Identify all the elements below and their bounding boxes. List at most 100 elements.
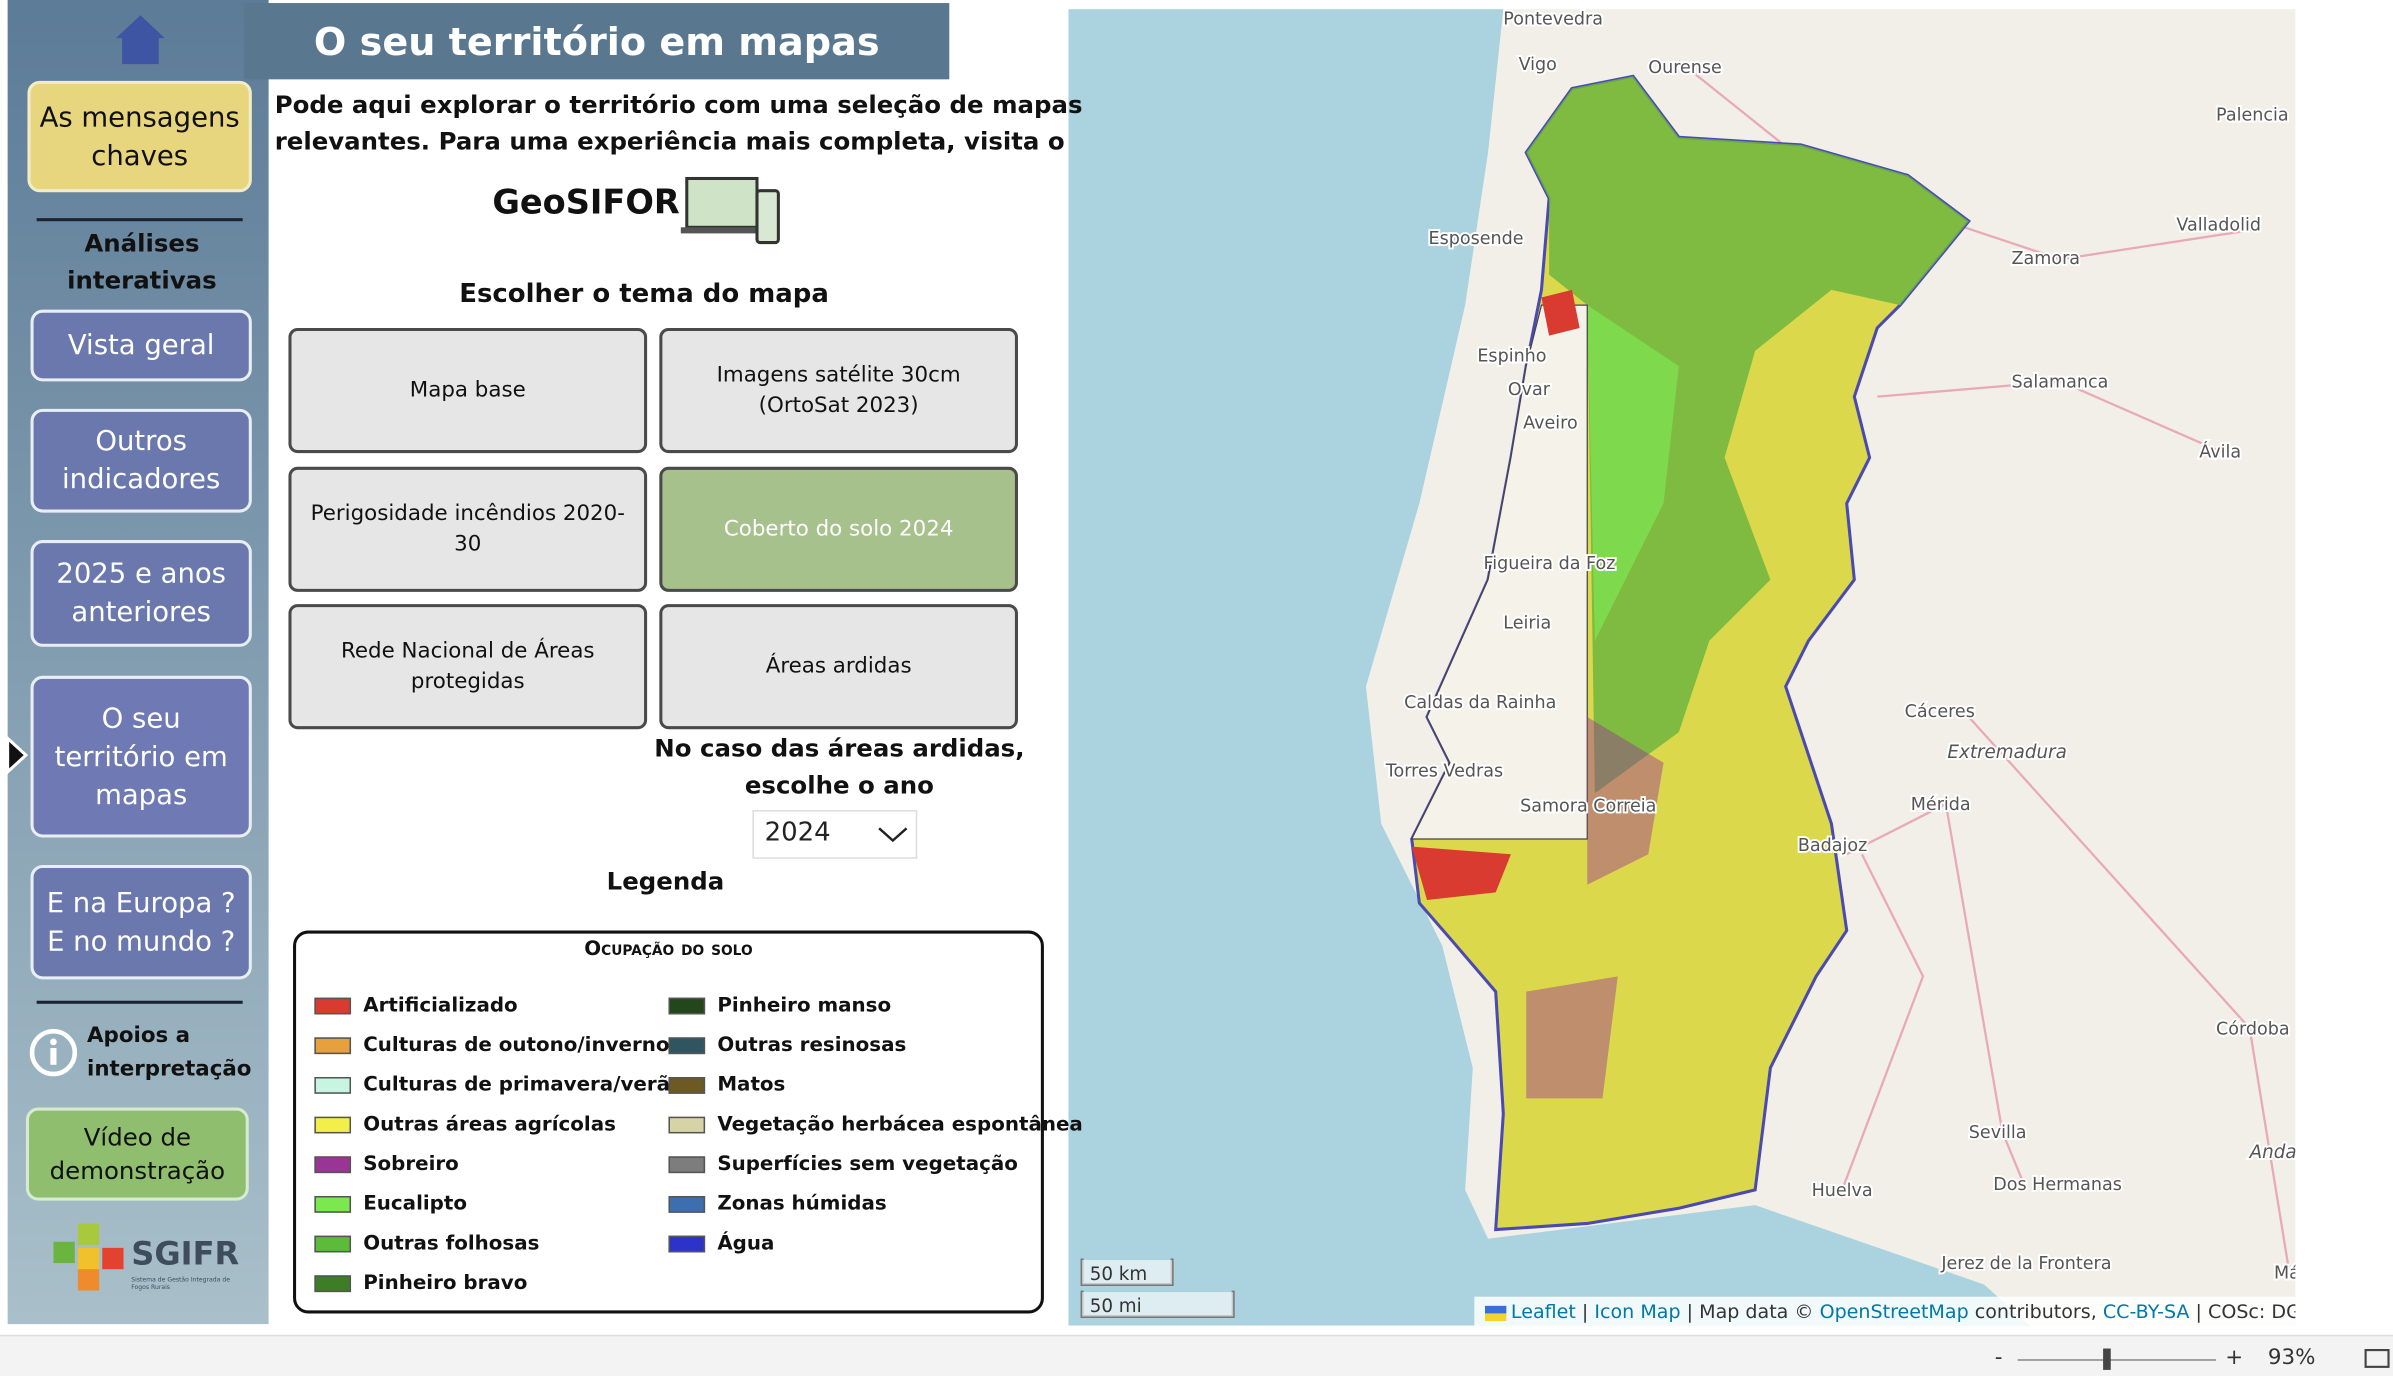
theme-button[interactable]: Rede Nacional de Áreas protegidas <box>288 604 648 730</box>
map-label: Extremadura <box>1947 742 2066 763</box>
legend-swatch <box>668 1036 706 1054</box>
attribution-link[interactable]: CC-BY-SA <box>2103 1301 2190 1323</box>
nav-button[interactable]: E na Europa ? E no mundo ? <box>30 864 252 980</box>
theme-button[interactable]: Mapa base <box>288 327 648 454</box>
legend-item: Outras resinosas <box>668 1033 906 1057</box>
help-label[interactable]: Apoios a interpretação <box>86 1023 252 1082</box>
legend-swatch <box>668 1234 706 1252</box>
map-label: Esposende <box>1429 229 1524 249</box>
attribution-text: | Map data © <box>1687 1301 1814 1323</box>
device-icon <box>680 176 780 245</box>
fit-icon[interactable] <box>2364 1347 2391 1371</box>
map-label: Andalucía <box>2249 1142 2296 1163</box>
legend-swatch <box>314 1274 352 1292</box>
map-label: Mérida <box>1911 795 1971 815</box>
header-bar <box>244 3 950 80</box>
legend-swatch <box>668 1115 706 1133</box>
map-label: Salamanca <box>2012 372 2109 392</box>
nav-button[interactable]: Vista geral <box>30 309 252 382</box>
nav-button[interactable]: Vídeo de demonstração <box>25 1107 249 1201</box>
legend-item: Outras folhosas <box>314 1231 539 1255</box>
map-label: Leiria <box>1503 614 1551 634</box>
year-value[interactable]: 2024 <box>764 817 831 849</box>
logo-mark <box>53 1223 124 1291</box>
section-label: Análises interativas <box>67 228 217 295</box>
legend-item: Sobreiro <box>314 1152 459 1176</box>
road <box>1846 802 2025 1185</box>
map-label: Vigo <box>1519 55 1557 75</box>
intro-text: relevantes. Para uma experiência mais co… <box>274 126 1065 156</box>
zoom-thumb[interactable] <box>2103 1348 2111 1370</box>
sea <box>1068 9 2030 1326</box>
road <box>1841 853 1925 1191</box>
divider <box>36 218 243 222</box>
nav-button[interactable]: Outros indicadores <box>30 408 252 513</box>
legend-label: Culturas de primavera/verão <box>363 1073 684 1097</box>
map-label: Jerez de la Frontera <box>1940 1254 2111 1274</box>
legend-label: Matos <box>717 1073 786 1097</box>
map-label: Cáceres <box>1905 702 1975 722</box>
map-label: Caldas da Rainha <box>1404 693 1556 713</box>
dropdown-chevron[interactable] <box>876 824 910 845</box>
zoom-track <box>2017 1359 2217 1361</box>
legend-label: Pinheiro bravo <box>363 1271 528 1295</box>
home-icon[interactable] <box>113 12 168 67</box>
map-label: Badajoz <box>1798 836 1867 856</box>
legend-title: Ocupação do solo <box>584 938 753 962</box>
nav-button[interactable]: 2025 e anos anteriores <box>30 540 252 647</box>
nav-button[interactable]: O seu território em mapas <box>30 675 252 838</box>
attribution-link[interactable]: OpenStreetMap <box>1820 1301 1969 1323</box>
attribution-text: contributors, <box>1975 1301 2097 1323</box>
scale-bg <box>1082 1292 1234 1317</box>
cork-oak-area <box>1526 716 1664 1099</box>
legend-item: Água <box>668 1231 774 1255</box>
zoom-in[interactable]: + <box>2225 1345 2244 1370</box>
legend-label: Sobreiro <box>363 1152 459 1176</box>
legend-label: Vegetação herbácea espontânea <box>717 1112 1083 1136</box>
map-label: Ourense <box>1648 58 1722 78</box>
nav-button[interactable]: As mensagens chaves <box>27 80 252 193</box>
legend-item: Vegetação herbácea espontânea <box>668 1112 1083 1136</box>
legend-item: Zonas húmidas <box>668 1191 887 1215</box>
year-prompt: No caso das áreas ardidas, <box>654 733 1025 763</box>
logo-text: SGIFR <box>131 1235 240 1273</box>
status-bar <box>0 1334 2393 1376</box>
legend-item: Artificializado <box>314 993 518 1017</box>
map-label: Ovar <box>1508 380 1551 400</box>
attribution-link[interactable]: Icon Map <box>1594 1301 1680 1323</box>
coastal-zone <box>1410 304 1588 840</box>
logo-subtitle: Sistema de Gestão Integrada de Fogos Rur… <box>131 1275 230 1291</box>
map[interactable]: Pontevedra Vigo Ourense Palencia Valladolid Z… <box>1068 9 2296 1326</box>
theme-button[interactable]: Áreas ardidas <box>659 604 1018 730</box>
legend-swatch <box>314 1036 352 1054</box>
zoom-out[interactable]: - <box>1994 1345 2003 1370</box>
legend-item: Outras áreas agrícolas <box>314 1112 616 1136</box>
geosifor-link[interactable]: GeoSIFOR <box>492 184 680 223</box>
map-label: Pontevedra <box>1503 9 1603 29</box>
legend-item: Matos <box>668 1072 785 1096</box>
map-label: Zamora <box>2012 249 2081 269</box>
map-label: Sevilla <box>1969 1123 2027 1143</box>
map-label: Espinho <box>1477 347 1546 367</box>
attribution-link[interactable]: Leaflet <box>1511 1301 1576 1323</box>
legend-swatch <box>314 996 352 1014</box>
scale-label: 50 km <box>1090 1264 1148 1285</box>
legend-label: Superfícies sem vegetação <box>717 1152 1018 1176</box>
year-prompt: escolhe o ano <box>744 770 934 800</box>
zoom-level: 93% <box>2267 1345 2316 1370</box>
forest-cover <box>1587 305 1679 641</box>
theme-button[interactable]: Perigosidade incêndios 2020-30 <box>288 466 648 592</box>
theme-button[interactable]: Imagens satélite 30cm (OrtoSat 2023) <box>659 327 1018 454</box>
year-dropdown[interactable] <box>752 810 918 859</box>
road <box>1967 716 2291 1273</box>
map-label: Valladolid <box>2176 215 2261 235</box>
legend-swatch <box>668 1155 706 1173</box>
theme-button[interactable]: Coberto do solo 2024 <box>659 466 1018 592</box>
map-label: Dos Hermanas <box>1993 1175 2122 1195</box>
legend-item: Superfícies sem vegetação <box>668 1152 1018 1176</box>
info-icon[interactable] <box>29 1028 78 1077</box>
map-label: Málaga <box>2274 1263 2295 1283</box>
attribution-text: | <box>1582 1301 1588 1323</box>
